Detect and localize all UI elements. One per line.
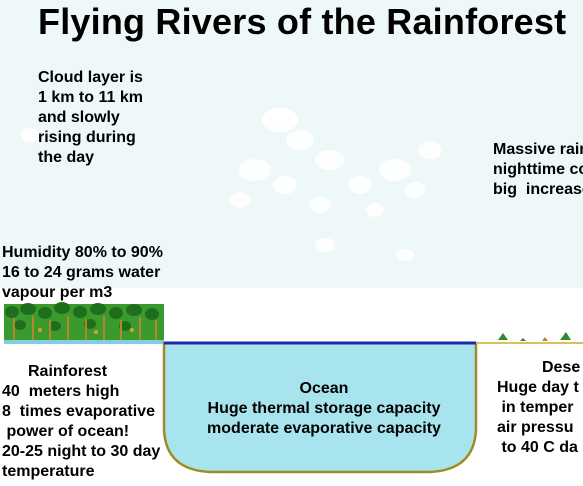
desert-note: Dese Huge day t in temper air pressu to … [497,358,580,458]
ocean-note-line: moderate evaporative capacity [207,420,441,437]
desert-note-line: to 40 C da [497,439,578,456]
cloud-note-line: 1 km to 11 km [38,89,143,106]
rainforest-note-line: power of ocean! [2,423,130,440]
humidity-note: Humidity 80% to 90% 16 to 24 grams water… [2,243,163,303]
ocean-note-line: Huge thermal storage capacity [207,400,441,417]
cloud-note-line: rising during [38,129,136,146]
humidity-note-line: 16 to 24 grams water [2,264,161,281]
forest-ground [4,340,164,344]
cloud-note-line: Cloud layer is [38,69,143,86]
humidity-note-line: vapour per m3 [2,284,113,301]
desert-note-line: in temper [497,399,574,416]
cloud-layer-note: Cloud layer is 1 km to 11 km and slowly … [38,68,143,168]
rainforest-note-line: temperature [2,463,95,480]
rainforest-trees [4,302,164,341]
nighttime-rain-note: Massive rain nighttime co big increase [493,140,583,200]
desert-ground [476,332,583,344]
rain-note-line: Massive rain [493,141,583,158]
cloud-note-line: and slowly [38,109,120,126]
rainforest-note-heading: Rainforest [28,363,108,380]
rainforest-note: Rainforest 40 meters high 8 times evapor… [2,362,160,482]
cloud-blobs [21,108,442,261]
rain-note-line: nighttime co [493,161,583,178]
rainforest-note-line: 40 meters high [2,383,120,400]
cloud-note-line: the day [38,149,95,166]
diagram-title: Flying Rivers of the Rainforest [38,1,567,42]
rain-note-line: big increase [493,181,583,198]
desert-note-line: air pressu [497,419,574,436]
rainforest-note-line: 20-25 night to 30 day [2,443,161,460]
ocean-note: Ocean Huge thermal storage capacity mode… [174,379,474,439]
desert-note-line: Huge day t [497,379,579,396]
humidity-note-line: Humidity 80% to 90% [2,244,163,261]
desert-note-heading: Dese [542,359,581,376]
ocean-note-heading: Ocean [299,380,349,397]
ocean-basin [162,341,478,474]
rainforest-note-line: 8 times evaporative [2,403,155,420]
